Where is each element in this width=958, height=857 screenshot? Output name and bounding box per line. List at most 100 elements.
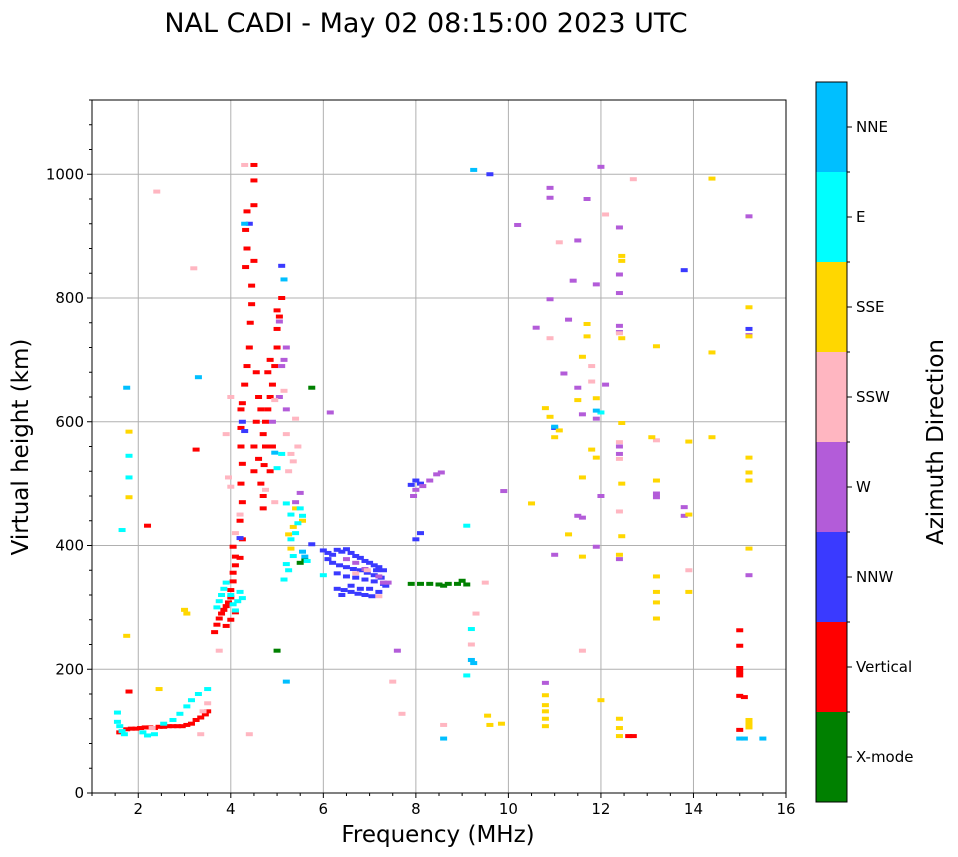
data-point-ssw — [287, 451, 295, 456]
data-point-nnw — [340, 588, 348, 593]
data-point-x-mode — [407, 581, 415, 586]
data-point-e — [194, 692, 202, 696]
data-point-vertical — [736, 727, 744, 732]
data-point-nnw — [416, 481, 424, 486]
data-point-ssw — [615, 509, 623, 514]
data-point-nnw — [347, 583, 355, 588]
data-point-vertical — [262, 419, 269, 424]
data-point-nnw — [333, 586, 341, 591]
data-point-x-mode — [308, 385, 316, 390]
data-point-nnw — [361, 577, 369, 582]
data-point-nne — [470, 167, 478, 172]
data-point-vertical — [246, 320, 254, 325]
data-point-e — [282, 501, 290, 506]
data-point-w — [546, 185, 554, 190]
data-point-vertical — [243, 364, 251, 369]
data-point-vertical — [197, 715, 205, 720]
data-point-x-mode — [444, 581, 452, 586]
data-point-nnw — [245, 221, 253, 226]
data-point-w — [275, 395, 283, 399]
data-point-ssw — [615, 440, 623, 445]
data-point-vertical — [178, 724, 186, 729]
colorbar-swatch-nnw — [816, 532, 847, 622]
data-point-vertical — [160, 724, 168, 729]
data-point-nnw — [352, 575, 360, 580]
data-point-w — [375, 574, 383, 579]
data-point-nne — [194, 375, 202, 380]
x-tick-label: 4 — [226, 800, 236, 818]
data-point-w — [268, 419, 276, 424]
data-point-nnw — [375, 565, 383, 570]
data-point-ssw — [352, 571, 360, 576]
data-point-w — [602, 382, 610, 387]
data-point-ssw — [222, 432, 230, 437]
y-tick-label: 1000 — [46, 165, 84, 183]
data-point-sse — [652, 478, 660, 483]
data-point-e — [204, 687, 212, 692]
data-point-e — [231, 608, 239, 613]
data-point-sse — [652, 616, 660, 621]
data-point-ssw — [197, 732, 205, 737]
data-point-sse — [615, 552, 623, 557]
data-point-nnw — [370, 563, 378, 568]
data-point-x-mode — [440, 583, 448, 588]
data-point-vertical — [257, 481, 265, 486]
colorbar-label: Azimuth Direction — [923, 339, 949, 545]
data-point-w — [615, 272, 623, 277]
data-point-ssw — [588, 364, 596, 369]
data-point-nne — [440, 736, 448, 741]
data-point-vertical — [218, 611, 226, 616]
data-point-nnw — [333, 571, 341, 576]
data-point-vertical — [275, 314, 283, 319]
data-point-sse — [285, 532, 293, 537]
data-point-sse — [289, 524, 297, 529]
data-point-e — [183, 704, 191, 709]
data-point-w — [578, 412, 586, 417]
data-point-sse — [597, 698, 605, 703]
data-point-sse — [583, 334, 591, 339]
data-point-nnw — [319, 548, 327, 553]
data-point-w — [680, 513, 688, 518]
data-point-vertical — [169, 724, 177, 729]
data-point-nnw — [416, 531, 424, 536]
data-point-sse — [299, 518, 307, 523]
data-point-w — [275, 319, 283, 324]
data-point-vertical — [237, 444, 245, 449]
data-point-vertical — [259, 506, 267, 511]
data-point-vertical — [250, 162, 258, 167]
data-point-ssw — [153, 189, 161, 194]
y-axis-label: Virtual height (km) — [8, 339, 34, 556]
data-point-sse — [745, 717, 753, 722]
data-point-sse — [618, 534, 626, 539]
data-point-ssw — [262, 487, 269, 492]
data-point-e — [296, 506, 304, 511]
data-point-ssw — [271, 398, 279, 403]
data-point-nnw — [336, 563, 344, 568]
data-point-e — [236, 589, 244, 594]
data-point-nnw — [308, 542, 316, 547]
y-tick-label: 800 — [55, 289, 84, 307]
data-point-ssw — [236, 512, 244, 517]
data-point-vertical — [227, 595, 235, 600]
data-point-ssw — [555, 240, 563, 245]
data-point-w — [574, 238, 582, 243]
data-point-ssw — [204, 701, 212, 706]
data-point-vertical — [237, 481, 245, 486]
data-point-vertical — [242, 265, 250, 270]
data-point-sse — [574, 398, 582, 403]
data-point-w — [615, 225, 623, 230]
data-point-nnw — [368, 594, 376, 599]
data-point-sse — [615, 716, 623, 721]
data-point-x-mode — [458, 578, 466, 583]
data-point-ssw — [588, 379, 596, 384]
data-point-nnw — [366, 586, 374, 591]
data-point-vertical — [736, 669, 744, 674]
data-point-e — [113, 710, 121, 715]
data-point-ssw — [282, 432, 290, 437]
data-point-e — [294, 521, 302, 526]
data-point-sse — [745, 725, 753, 730]
colorbar-label-x-mode: X-mode — [856, 748, 913, 766]
data-point-ssw — [224, 475, 232, 480]
data-point-nnw — [342, 574, 350, 579]
